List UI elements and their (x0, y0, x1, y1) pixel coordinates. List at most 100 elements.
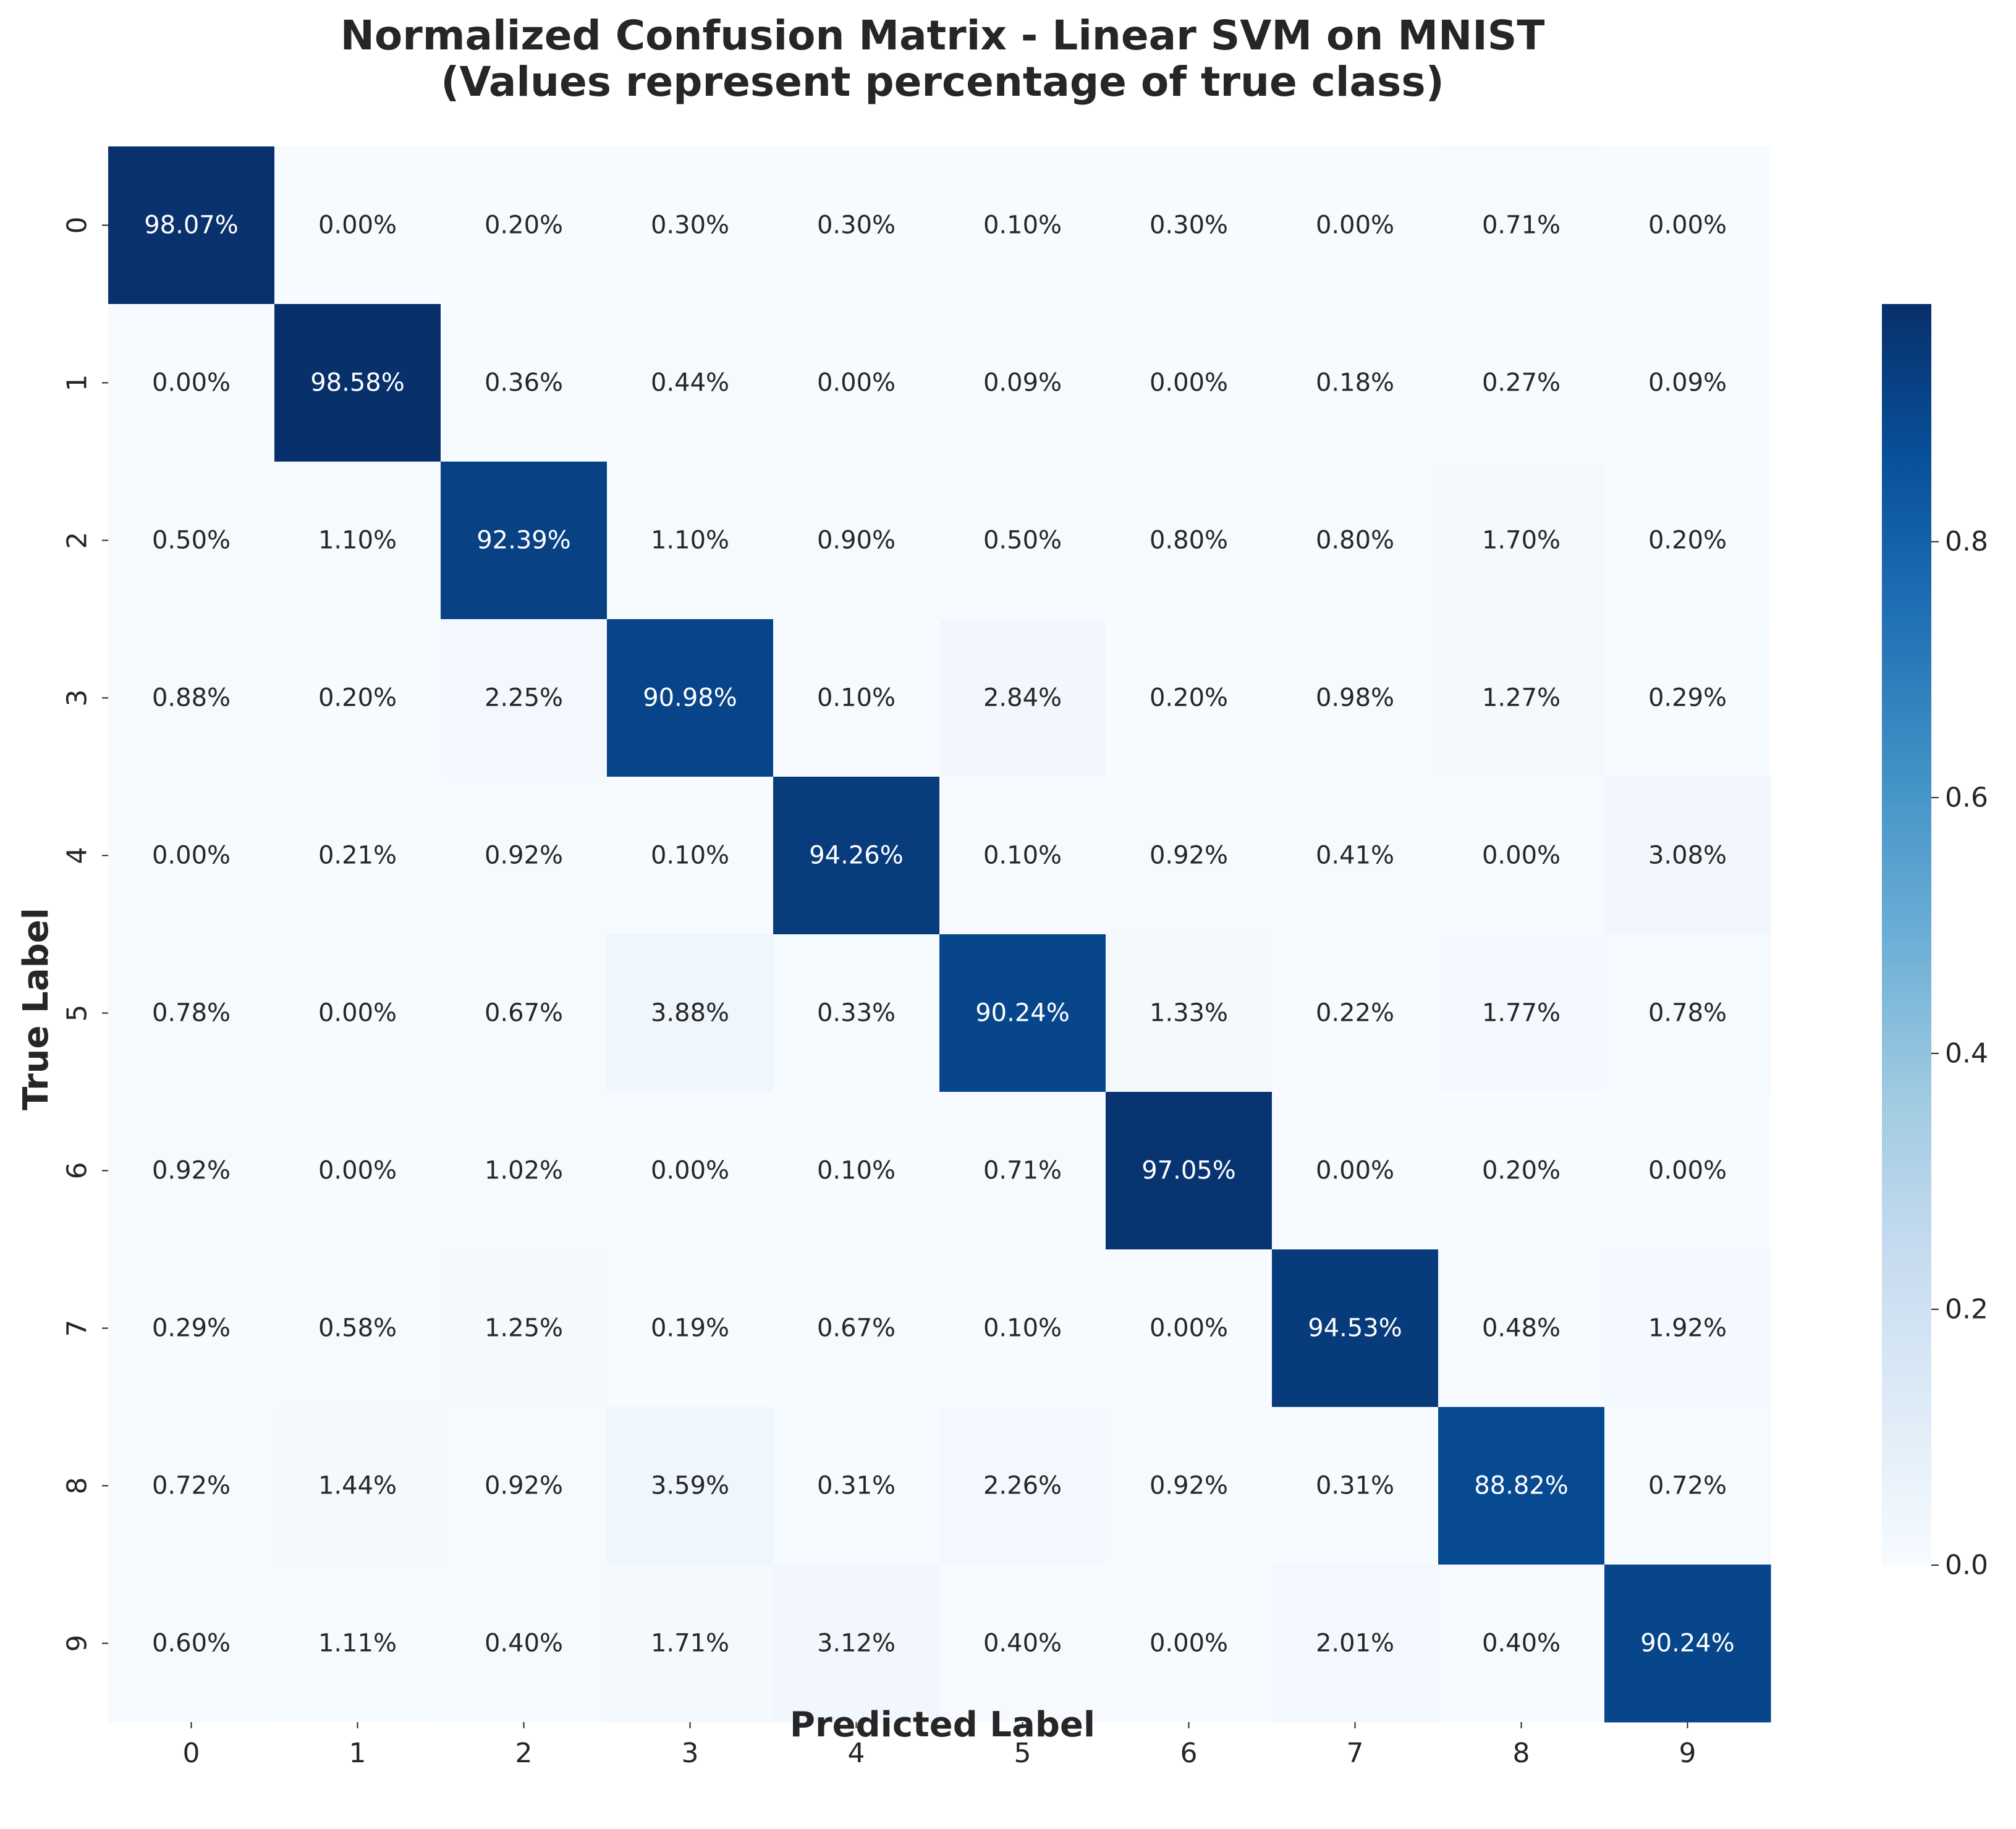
heatmap-cell-label: 1.77% (1482, 999, 1561, 1028)
y-tick-label: 5 (62, 1005, 93, 1022)
heatmap-cell-label: 0.20% (318, 684, 397, 712)
heatmap-cell (1272, 777, 1439, 935)
heatmap-cell-label: 0.40% (983, 1629, 1062, 1658)
heatmap-cell (1604, 1249, 1771, 1408)
heatmap-cell-label: 0.88% (152, 684, 231, 712)
heatmap-cell-label: 0.71% (983, 1157, 1062, 1185)
heatmap-cell (274, 146, 441, 305)
heatmap-cell (108, 1565, 275, 1723)
heatmap-cell-label: 0.00% (651, 1157, 729, 1185)
heatmap-cell (1106, 777, 1273, 935)
heatmap-cell-label: 0.92% (152, 1157, 231, 1185)
heatmap-cell-label: 0.00% (152, 842, 231, 870)
heatmap-cell-label: 0.98% (1316, 684, 1394, 712)
colorbar-tick-label: 0.4 (1945, 1037, 1988, 1069)
heatmap-cell-label: 0.78% (1648, 999, 1727, 1028)
heatmap-cell-label: 0.00% (817, 369, 896, 397)
heatmap-cell (1604, 619, 1771, 777)
heatmap-cell-label: 0.92% (1150, 842, 1228, 870)
heatmap-cell (607, 1249, 774, 1408)
heatmap-cell-label: 0.00% (318, 999, 397, 1028)
heatmap-cell (1604, 1565, 1771, 1723)
heatmap-cell-label: 0.80% (1150, 526, 1228, 555)
heatmap-cell (441, 1565, 608, 1723)
heatmap-cell (1604, 777, 1771, 935)
heatmap-cell (773, 462, 940, 620)
heatmap-cell-label: 0.72% (152, 1472, 231, 1500)
heatmap-cell (441, 934, 608, 1092)
heatmap-cell (108, 619, 275, 777)
heatmap-cell (108, 304, 275, 462)
y-tick-label: 9 (62, 1635, 93, 1652)
x-axis-label: Predicted Label (790, 1705, 1095, 1745)
heatmap-cell-label: 98.58% (310, 369, 405, 397)
x-tick-label: 3 (682, 1738, 699, 1769)
heatmap-cell-label: 0.29% (152, 1314, 231, 1343)
heatmap-cell-label: 3.12% (817, 1629, 896, 1658)
heatmap-cell (1438, 1092, 1605, 1250)
heatmap-cell-label: 0.22% (1316, 999, 1394, 1028)
heatmap-cell (773, 1565, 940, 1723)
heatmap-cell-label: 0.00% (152, 369, 231, 397)
heatmap-cell-label: 0.09% (1648, 369, 1727, 397)
heatmap-cell-label: 0.50% (152, 526, 231, 555)
heatmap-cell (607, 304, 774, 462)
heatmap-cell-label: 0.00% (1482, 842, 1561, 870)
heatmap-cell (1106, 462, 1273, 620)
heatmap-cell (1438, 777, 1605, 935)
heatmap-cell (108, 1407, 275, 1565)
heatmap-cell-label: 90.98% (643, 684, 737, 712)
heatmap-cell-label: 0.10% (983, 842, 1062, 870)
heatmap-cell-label: 1.44% (318, 1472, 397, 1500)
heatmap-cell-label: 0.27% (1482, 369, 1561, 397)
heatmap-cell (773, 777, 940, 935)
heatmap-cell (939, 619, 1106, 777)
heatmap-cell (939, 146, 1106, 305)
x-tick-label: 0 (183, 1738, 200, 1769)
x-tick-label: 5 (1014, 1738, 1031, 1769)
heatmap-cell (441, 1092, 608, 1250)
heatmap-cell (939, 462, 1106, 620)
x-tick-label: 9 (1679, 1738, 1696, 1769)
colorbar-tick-label: 0.6 (1945, 782, 1988, 813)
heatmap-cell-label: 0.92% (485, 1472, 563, 1500)
heatmap-cell (1272, 1249, 1439, 1408)
heatmap-cell-label: 2.26% (983, 1472, 1062, 1500)
x-tick-label: 7 (1347, 1738, 1364, 1769)
heatmap-cell-label: 0.00% (1648, 1157, 1727, 1185)
heatmap-cell (773, 1249, 940, 1408)
colorbar-tick-label: 0.8 (1945, 526, 1988, 557)
x-tick-labels: 0 1 2 3 4 5 6 7 8 9 (183, 1722, 1696, 1769)
y-tick-labels: 0 1 2 3 4 5 6 7 8 9 (62, 217, 108, 1652)
heatmap-cell (1272, 146, 1439, 305)
heatmap-cell-label: 1.71% (651, 1629, 729, 1658)
heatmap-cell-label: 0.30% (1150, 211, 1228, 240)
heatmap-cell-label: 0.71% (1482, 211, 1561, 240)
heatmap-cells: 98.07% 0.00% 0.20% 0.30% 0.30% 0.10% 0.30% 0.00… (108, 146, 1771, 1723)
heatmap-cell (441, 619, 608, 777)
heatmap-cell (1604, 462, 1771, 620)
heatmap-cell-label: 1.25% (485, 1314, 563, 1343)
heatmap-cell-label: 0.60% (152, 1629, 231, 1658)
colorbar-tick-label: 0.0 (1945, 1550, 1988, 1581)
heatmap-cell (1106, 1407, 1273, 1565)
heatmap-cell-label: 0.00% (318, 211, 397, 240)
heatmap-cell-label: 0.92% (485, 842, 563, 870)
heatmap-cell-label: 0.67% (817, 1314, 896, 1343)
heatmap-cell-label: 0.67% (485, 999, 563, 1028)
heatmap-cell (1604, 1092, 1771, 1250)
heatmap-cell-label: 0.33% (817, 999, 896, 1028)
colorbar-ticks: 0.0 0.2 0.4 0.6 0.8 (1931, 526, 1988, 1581)
x-tick-label: 1 (349, 1738, 366, 1769)
heatmap-cell (607, 1565, 774, 1723)
heatmap-cell (274, 1092, 441, 1250)
heatmap-cell (274, 934, 441, 1092)
colorbar (1882, 304, 1931, 1565)
heatmap-cell (1604, 304, 1771, 462)
heatmap-cell (274, 462, 441, 620)
heatmap-cell (1438, 146, 1605, 305)
heatmap-cell-label: 98.07% (144, 211, 239, 240)
heatmap-cell (773, 619, 940, 777)
heatmap-cell (108, 934, 275, 1092)
